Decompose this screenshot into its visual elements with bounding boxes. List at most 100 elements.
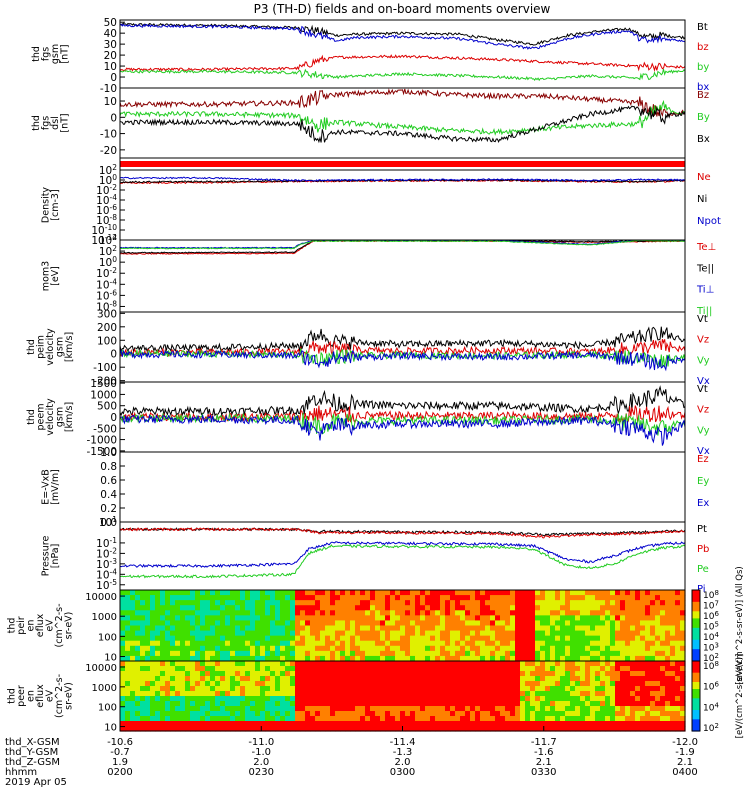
heatmap-cell (430, 600, 436, 606)
heatmap-cell (265, 590, 271, 596)
heatmap-cell (630, 701, 636, 707)
heatmap-cell (380, 620, 386, 627)
heatmap-cell (625, 605, 631, 611)
heatmap-cell (365, 655, 371, 662)
heatmap-cell (400, 600, 406, 606)
heatmap-cell (535, 620, 541, 627)
heatmap-cell (395, 686, 401, 692)
heatmap-cell (180, 671, 186, 677)
heatmap-cell (185, 721, 191, 727)
y-tick-label: -500 (93, 423, 117, 435)
heatmap-cell (550, 686, 556, 692)
heatmap-cell (250, 701, 256, 707)
heatmap-cell (580, 635, 586, 642)
heatmap-cell (295, 711, 301, 717)
panel-frame (119, 239, 686, 313)
heatmap-cell (560, 721, 566, 727)
heatmap-cell (190, 661, 196, 667)
heatmap-cell (280, 716, 286, 722)
heatmap-cell (645, 671, 651, 677)
y-axis-label-line: fgs (40, 47, 51, 61)
heatmap-cell (375, 630, 381, 637)
heatmap-cell (135, 620, 141, 627)
heatmap-cell (410, 716, 416, 722)
heatmap-cell (250, 696, 256, 702)
heatmap-cell (405, 620, 411, 627)
heatmap-cell (460, 681, 466, 687)
heatmap-cell (195, 615, 201, 622)
heatmap-cell (190, 635, 196, 642)
heatmap-cell (630, 686, 636, 692)
heatmap-cell (345, 691, 351, 697)
heatmap-cell (220, 726, 226, 732)
heatmap-cell (320, 655, 326, 662)
heatmap-cell (205, 681, 211, 687)
heatmap-cell (415, 640, 421, 647)
heatmap-cell (420, 615, 426, 622)
heatmap-cell (275, 600, 281, 606)
heatmap-cell (140, 600, 146, 606)
heatmap-cell (490, 635, 496, 642)
heatmap-cell (525, 721, 531, 727)
heatmap-cell (340, 590, 346, 596)
heatmap-cell (475, 655, 481, 662)
heatmap-cell (555, 666, 561, 672)
heatmap-cell (140, 666, 146, 672)
heatmap-cell (325, 686, 331, 692)
heatmap-cell (375, 635, 381, 642)
heatmap-cell (550, 676, 556, 682)
heatmap-cell (325, 610, 331, 616)
heatmap-cell (210, 681, 216, 687)
heatmap-cell (205, 595, 211, 601)
heatmap-cell (360, 696, 366, 702)
heatmap-cell (640, 640, 646, 647)
heatmap-cell (445, 620, 451, 627)
heatmap-cell (125, 600, 131, 606)
heatmap-cell (180, 696, 186, 702)
heatmap-cell (180, 620, 186, 627)
heatmap-cell (265, 655, 271, 662)
heatmap-cell (555, 635, 561, 642)
heatmap-cell (665, 721, 671, 727)
series-line-Bx (119, 105, 686, 144)
heatmap-cell (665, 666, 671, 672)
heatmap-cell (185, 711, 191, 717)
heatmap-cell (545, 691, 551, 697)
heatmap-cell (175, 691, 181, 697)
heatmap-cell (175, 635, 181, 642)
heatmap-cell (340, 671, 346, 677)
heatmap-cell (290, 610, 296, 616)
heatmap-cell (240, 691, 246, 697)
heatmap-cell (445, 686, 451, 692)
heatmap-cell (160, 681, 166, 687)
heatmap-cell (545, 706, 551, 712)
heatmap-cell (495, 615, 501, 622)
heatmap-cell (440, 650, 446, 657)
heatmap-cell (510, 671, 516, 677)
heatmap-cell (320, 716, 326, 722)
heatmap-cell (575, 610, 581, 616)
heatmap-cell (555, 620, 561, 627)
heatmap-cell (345, 701, 351, 707)
legend-entry: Vt (697, 384, 708, 395)
heatmap-cell (395, 696, 401, 702)
heatmap-cell (440, 681, 446, 687)
heatmap-cell (150, 625, 156, 632)
heatmap-cell (250, 645, 256, 652)
heatmap-cell (655, 716, 661, 722)
heatmap-cell (295, 610, 301, 616)
heatmap-cell (510, 635, 516, 642)
heatmap-cell (405, 650, 411, 657)
heatmap-cell (240, 635, 246, 642)
heatmap-cell (215, 630, 221, 637)
heatmap-cell (470, 711, 476, 717)
heatmap-cell (205, 635, 211, 642)
heatmap-cell (290, 635, 296, 642)
heatmap-cell (455, 666, 461, 672)
heatmap-cell (375, 595, 381, 601)
heatmap-cell (250, 600, 256, 606)
heatmap-cell (490, 711, 496, 717)
heatmap-cell (395, 666, 401, 672)
heatmap-cell (380, 721, 386, 727)
heatmap-cell (525, 681, 531, 687)
